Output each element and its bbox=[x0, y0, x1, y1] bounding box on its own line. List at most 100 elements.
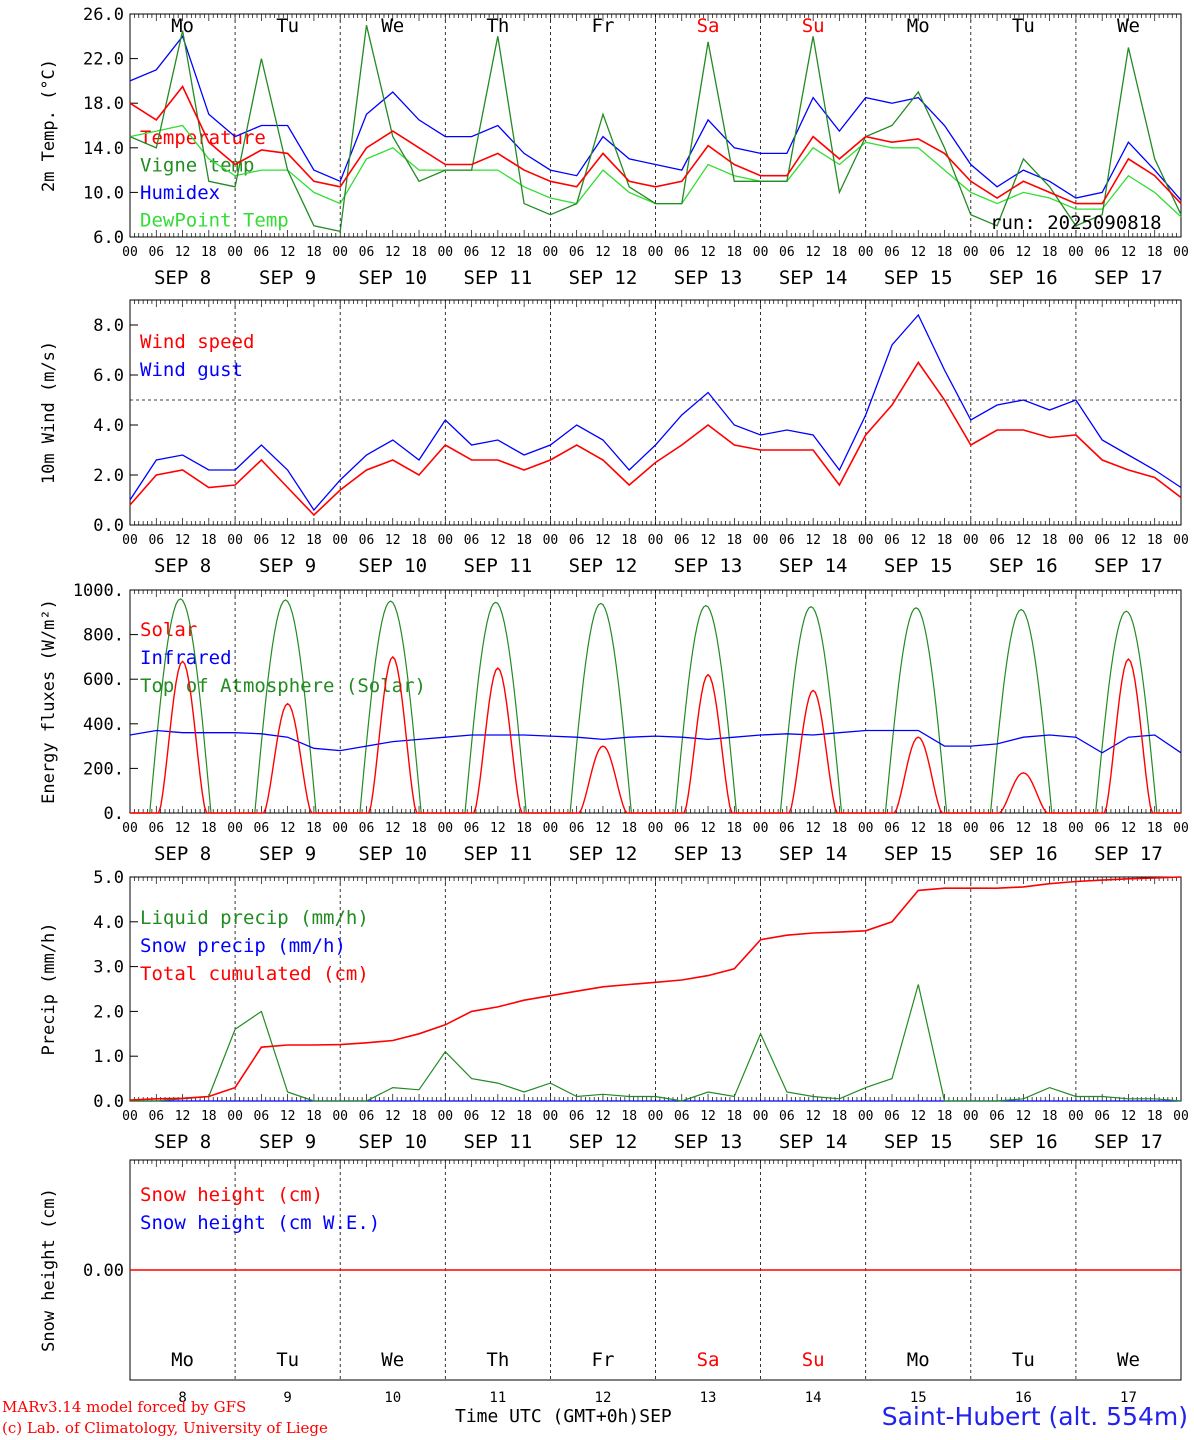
date-label: SEP 10 bbox=[358, 267, 427, 289]
hour-tick-label: 18 bbox=[726, 821, 742, 836]
legend-entry: Humidex bbox=[140, 182, 220, 204]
hour-tick-label: 00 bbox=[648, 533, 664, 548]
hour-tick-label: 18 bbox=[832, 533, 848, 548]
hour-tick-label: 06 bbox=[1094, 1109, 1110, 1124]
hour-tick-label: 00 bbox=[963, 245, 979, 260]
hour-tick-label: 18 bbox=[516, 1109, 532, 1124]
hour-tick-label: 06 bbox=[254, 245, 270, 260]
hour-tick-label: 00 bbox=[122, 245, 138, 260]
y-tick-label: 0.0 bbox=[93, 516, 124, 536]
hour-tick-label: 00 bbox=[122, 821, 138, 836]
day-number: 15 bbox=[910, 1390, 927, 1406]
date-label: SEP 16 bbox=[989, 843, 1058, 865]
legend-entry: Vigne temp bbox=[140, 155, 254, 177]
hour-tick-label: 18 bbox=[516, 533, 532, 548]
hour-tick-label: 00 bbox=[963, 1109, 979, 1124]
hour-tick-label: 18 bbox=[1042, 1109, 1058, 1124]
hour-tick-label: 18 bbox=[201, 533, 217, 548]
hour-tick-label: 00 bbox=[1173, 533, 1189, 548]
hour-tick-label: 12 bbox=[805, 533, 821, 548]
hour-tick-label: 00 bbox=[648, 1109, 664, 1124]
hour-tick-label: 00 bbox=[332, 533, 348, 548]
hour-tick-label: 06 bbox=[359, 821, 375, 836]
day-name: Th bbox=[486, 1349, 509, 1371]
date-label: SEP 13 bbox=[674, 843, 743, 865]
hour-tick-label: 12 bbox=[280, 1109, 296, 1124]
hour-tick-label: 18 bbox=[1042, 245, 1058, 260]
hour-tick-label: 00 bbox=[1173, 821, 1189, 836]
day-name: Mo bbox=[171, 1349, 194, 1371]
y-tick-label: 200. bbox=[83, 759, 124, 779]
date-label: SEP 17 bbox=[1094, 267, 1163, 289]
date-label: SEP 13 bbox=[674, 267, 743, 289]
date-label: SEP 9 bbox=[259, 267, 316, 289]
legend-entry: Snow height (cm) bbox=[140, 1184, 323, 1206]
run-annotation: run: 2025090818 bbox=[990, 212, 1162, 234]
hour-tick-label: 06 bbox=[989, 1109, 1005, 1124]
hour-tick-label: 18 bbox=[1147, 1109, 1163, 1124]
date-label: SEP 8 bbox=[154, 555, 211, 577]
hour-tick-label: 06 bbox=[1094, 821, 1110, 836]
hour-tick-label: 06 bbox=[254, 1109, 270, 1124]
hour-tick-label: 18 bbox=[937, 1109, 953, 1124]
date-label: SEP 11 bbox=[464, 843, 533, 865]
hour-tick-label: 06 bbox=[674, 821, 690, 836]
hour-tick-label: 18 bbox=[1147, 821, 1163, 836]
hour-tick-label: 18 bbox=[832, 821, 848, 836]
cumulated-precip-line bbox=[129, 876, 1182, 1101]
series-line-1 bbox=[129, 25, 1182, 233]
hour-tick-label: 12 bbox=[490, 821, 506, 836]
hour-tick-label: 00 bbox=[332, 245, 348, 260]
hour-tick-label: 06 bbox=[884, 821, 900, 836]
hour-tick-label: 18 bbox=[201, 245, 217, 260]
day-number: 12 bbox=[595, 1390, 612, 1406]
hour-tick-label: 06 bbox=[779, 1109, 795, 1124]
hour-tick-label: 12 bbox=[385, 821, 401, 836]
date-label: SEP 9 bbox=[259, 843, 316, 865]
hour-tick-label: 12 bbox=[175, 1109, 191, 1124]
hour-tick-label: 06 bbox=[464, 1109, 480, 1124]
y-axis-label: Energy fluxes (W/m²) bbox=[39, 599, 59, 804]
date-label: SEP 13 bbox=[674, 1131, 743, 1153]
date-label: SEP 16 bbox=[989, 1131, 1058, 1153]
y-tick-label: 18.0 bbox=[83, 94, 124, 114]
day-name: Tu bbox=[1012, 1349, 1035, 1371]
hour-tick-label: 12 bbox=[595, 533, 611, 548]
hour-tick-label: 00 bbox=[858, 533, 874, 548]
hour-tick-label: 06 bbox=[1094, 245, 1110, 260]
hour-tick-label: 00 bbox=[227, 245, 243, 260]
date-label: SEP 8 bbox=[154, 1131, 211, 1153]
hour-tick-label: 18 bbox=[201, 821, 217, 836]
hour-tick-label: 06 bbox=[989, 245, 1005, 260]
hour-tick-label: 12 bbox=[595, 1109, 611, 1124]
y-tick-label: 2.0 bbox=[93, 466, 124, 486]
hour-tick-label: 18 bbox=[411, 1109, 427, 1124]
y-tick-label: 4.0 bbox=[93, 913, 124, 933]
date-label: SEP 17 bbox=[1094, 555, 1163, 577]
series-line-0 bbox=[129, 84, 1182, 205]
y-axis-label: 10m Wind (m/s) bbox=[39, 341, 59, 484]
hour-tick-label: 12 bbox=[385, 245, 401, 260]
date-label: SEP 11 bbox=[464, 1131, 533, 1153]
hour-tick-label: 06 bbox=[464, 533, 480, 548]
hour-tick-label: 06 bbox=[359, 533, 375, 548]
hour-tick-label: 06 bbox=[674, 1109, 690, 1124]
hour-tick-label: 06 bbox=[569, 533, 585, 548]
date-label: SEP 14 bbox=[779, 555, 848, 577]
hour-tick-label: 12 bbox=[910, 245, 926, 260]
y-tick-label: 22.0 bbox=[83, 50, 124, 70]
hour-tick-label: 06 bbox=[779, 533, 795, 548]
hour-tick-label: 18 bbox=[621, 533, 637, 548]
hour-tick-label: 12 bbox=[595, 245, 611, 260]
hour-tick-label: 18 bbox=[1042, 821, 1058, 836]
hour-tick-label: 00 bbox=[1173, 245, 1189, 260]
y-axis-label: Precip (mm/h) bbox=[39, 922, 59, 1055]
wind-speed-line bbox=[129, 361, 1182, 517]
hour-tick-label: 18 bbox=[306, 533, 322, 548]
date-label: SEP 8 bbox=[154, 267, 211, 289]
hour-tick-label: 18 bbox=[1147, 245, 1163, 260]
hour-tick-label: 12 bbox=[280, 533, 296, 548]
date-label: SEP 14 bbox=[779, 1131, 848, 1153]
y-tick-label: 1000. bbox=[73, 581, 124, 601]
hour-tick-label: 12 bbox=[1016, 1109, 1032, 1124]
